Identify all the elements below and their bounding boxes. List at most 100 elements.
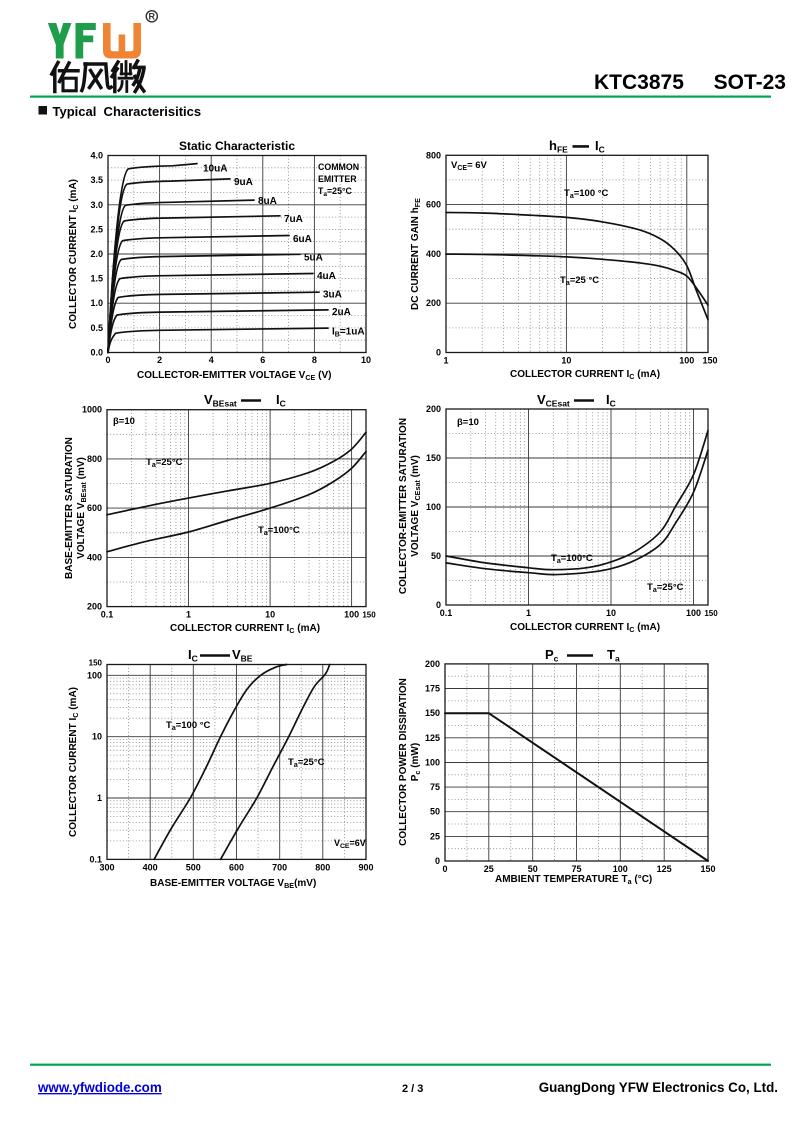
svg-text:www.yfwdiode.com: www.yfwdiode.com <box>37 1080 162 1095</box>
svg-text:9uA: 9uA <box>234 177 253 188</box>
svg-text:8: 8 <box>312 355 317 365</box>
svg-text:100: 100 <box>426 502 441 512</box>
svg-text:BASE-EMITTER SATURATION: BASE-EMITTER SATURATION <box>64 437 75 579</box>
svg-text:800: 800 <box>87 454 102 464</box>
svg-text:0.1: 0.1 <box>89 854 102 864</box>
svg-text:SOT-23: SOT-23 <box>714 71 786 94</box>
svg-text:150: 150 <box>425 708 440 718</box>
svg-text:150: 150 <box>700 864 715 874</box>
svg-text:Typical Characterisitics: Typical Characterisitics <box>53 104 202 119</box>
svg-text:10: 10 <box>561 356 571 366</box>
svg-text:200: 200 <box>426 404 441 414</box>
svg-text:1000: 1000 <box>82 405 102 415</box>
svg-text:IC: IC <box>188 647 198 664</box>
svg-text:2.0: 2.0 <box>90 249 103 259</box>
svg-text:150: 150 <box>362 611 376 620</box>
svg-text:200: 200 <box>87 602 102 612</box>
svg-text:VCE= 6V: VCE= 6V <box>451 160 488 172</box>
svg-text:700: 700 <box>272 862 287 872</box>
svg-text:Ta=100 °C: Ta=100 °C <box>564 188 609 200</box>
svg-text:7uA: 7uA <box>284 214 303 225</box>
svg-text:1: 1 <box>443 356 448 366</box>
svg-text:10uA: 10uA <box>203 164 227 175</box>
svg-text:Ta=25°C: Ta=25°C <box>318 186 352 198</box>
svg-text:200: 200 <box>425 659 440 669</box>
svg-text:0: 0 <box>105 355 110 365</box>
svg-text:COLLECTOR-EMITTER VOLTAGE VC: COLLECTOR-EMITTER VOLTAGE VCE​ (V) <box>137 370 331 382</box>
svg-text:COLLECTOR CURRENT IC​ (mA): COLLECTOR CURRENT IC​ (mA) <box>510 622 660 634</box>
svg-text:0: 0 <box>435 856 440 866</box>
svg-text:100: 100 <box>686 608 701 618</box>
svg-text:VBEsat: VBEsat <box>204 392 237 409</box>
svg-text:3uA: 3uA <box>323 290 342 301</box>
svg-text:R: R <box>149 12 156 22</box>
svg-text:75: 75 <box>430 782 440 792</box>
svg-text:0.5: 0.5 <box>90 323 103 333</box>
svg-text:COLLECTOR CURRENT IC (mA): COLLECTOR CURRENT IC (mA) <box>68 687 80 837</box>
svg-text:4.0: 4.0 <box>90 151 103 161</box>
svg-text:8uA: 8uA <box>258 196 277 207</box>
svg-text:4uA: 4uA <box>317 271 336 282</box>
svg-text:150: 150 <box>704 609 718 618</box>
svg-text:COLLECTOR CURRENT IC​ (mA): COLLECTOR CURRENT IC​ (mA) <box>170 623 320 635</box>
svg-text:IB=1uA: IB=1uA <box>332 327 365 339</box>
svg-text:600: 600 <box>426 200 441 210</box>
svg-text:0: 0 <box>436 348 441 358</box>
svg-text:IC: IC <box>276 392 286 409</box>
svg-text:6: 6 <box>260 355 265 365</box>
svg-text:10: 10 <box>92 732 102 742</box>
svg-text:VOLTAGE VCEsat (mV): VOLTAGE VCEsat (mV) <box>410 455 422 557</box>
svg-text:Static Characteristic: Static Characteristic <box>179 139 295 153</box>
svg-text:400: 400 <box>143 862 158 872</box>
svg-text:10: 10 <box>361 355 371 365</box>
svg-text:125: 125 <box>425 733 440 743</box>
svg-text:Ta=100 °C: Ta=100 °C <box>166 720 211 732</box>
svg-text:β=10: β=10 <box>457 417 479 428</box>
svg-text:Ta=25 °C: Ta=25 °C <box>560 275 599 287</box>
svg-text:EMITTER: EMITTER <box>318 174 357 184</box>
svg-text:1.5: 1.5 <box>90 274 103 284</box>
svg-text:2: 2 <box>157 355 162 365</box>
svg-text:DC CURRENT GAIN hFE: DC CURRENT GAIN hFE <box>410 198 422 310</box>
svg-text:0: 0 <box>442 864 447 874</box>
svg-text:0.1: 0.1 <box>440 608 453 618</box>
svg-text:150: 150 <box>89 659 103 668</box>
svg-text:5uA: 5uA <box>304 253 323 264</box>
svg-text:COLLECTOR-EMITTER SATURATION: COLLECTOR-EMITTER SATURATION <box>398 418 409 594</box>
svg-text:150: 150 <box>702 356 717 366</box>
svg-text:800: 800 <box>315 862 330 872</box>
svg-text:100: 100 <box>679 356 694 366</box>
svg-text:VCEsat: VCEsat <box>537 392 570 409</box>
svg-text:COLLECTOR CURRENT IC (mA): COLLECTOR CURRENT IC (mA) <box>68 179 80 329</box>
svg-text:GuangDong YFW Electronics Co,: GuangDong YFW Electronics Co, Ltd. <box>539 1080 778 1095</box>
svg-text:COLLECTOR POWER DISSIPATION: COLLECTOR POWER DISSIPATION <box>398 678 409 846</box>
svg-text:125: 125 <box>657 864 672 874</box>
svg-text:IC: IC <box>606 392 616 409</box>
svg-text:3.5: 3.5 <box>90 175 103 185</box>
svg-text:900: 900 <box>358 862 373 872</box>
svg-text:100: 100 <box>344 610 359 620</box>
svg-text:600: 600 <box>229 862 244 872</box>
svg-text:2 / 3: 2 / 3 <box>402 1083 423 1095</box>
svg-text:10: 10 <box>265 610 275 620</box>
svg-text:Ta: Ta <box>607 647 620 664</box>
svg-text:BASE-EMITTER VOLTAGE VBE​(m: BASE-EMITTER VOLTAGE VBE​(mV) <box>150 878 316 890</box>
svg-text:COLLECTOR CURRENT IC​ (mA): COLLECTOR CURRENT IC​ (mA) <box>510 369 660 381</box>
svg-text:25: 25 <box>484 864 494 874</box>
svg-text:Ta=100°C: Ta=100°C <box>551 553 593 565</box>
svg-text:2.5: 2.5 <box>90 224 103 234</box>
svg-text:Ta=100°C: Ta=100°C <box>258 525 300 537</box>
svg-text:500: 500 <box>186 862 201 872</box>
svg-text:600: 600 <box>87 503 102 513</box>
svg-text:75: 75 <box>571 864 581 874</box>
svg-text:50: 50 <box>431 551 441 561</box>
svg-text:hFE: hFE <box>549 138 568 155</box>
svg-text:400: 400 <box>426 249 441 259</box>
svg-text:0: 0 <box>436 600 441 610</box>
svg-text:β=10: β=10 <box>113 416 135 427</box>
svg-text:300: 300 <box>99 862 114 872</box>
svg-text:1: 1 <box>186 610 191 620</box>
svg-text:VCE=6V: VCE=6V <box>334 838 366 850</box>
svg-text:6uA: 6uA <box>293 234 312 245</box>
svg-text:100: 100 <box>87 670 102 680</box>
